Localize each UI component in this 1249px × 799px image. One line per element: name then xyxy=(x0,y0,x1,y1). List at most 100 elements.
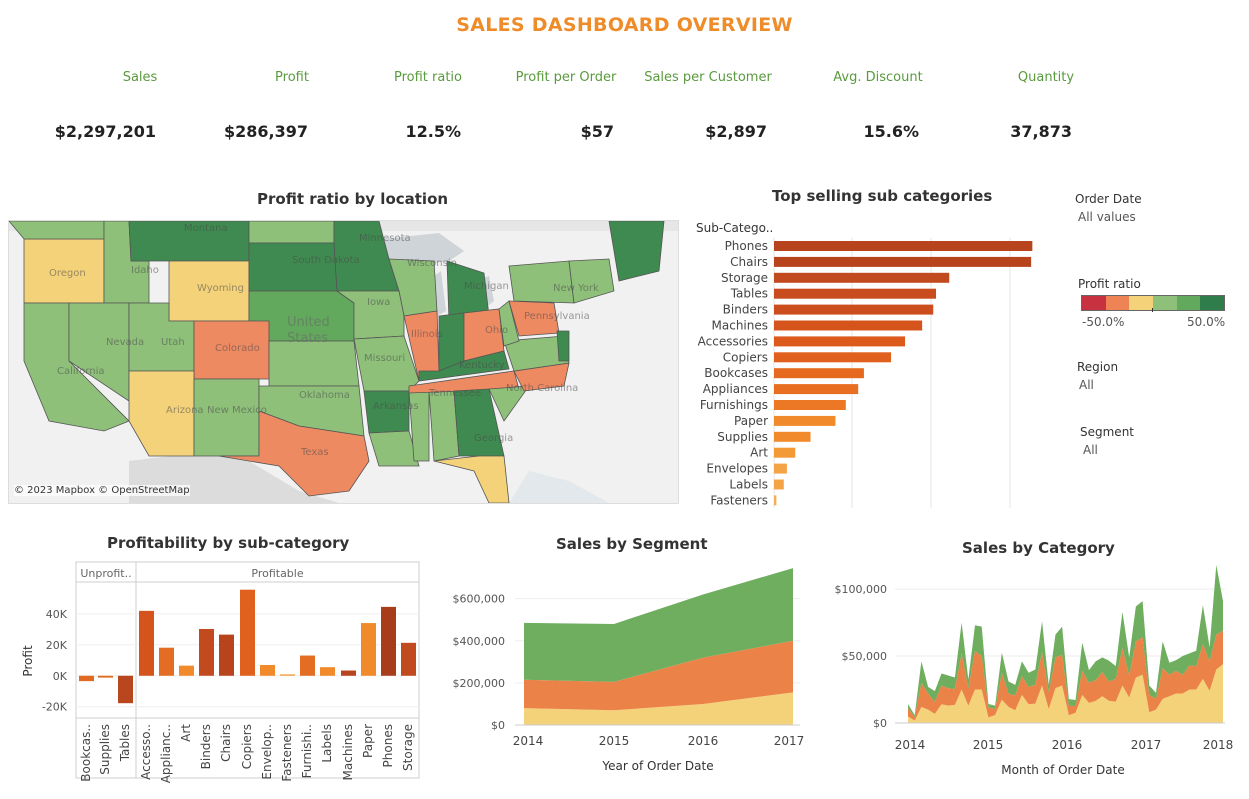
subcat-axis-label: Furnishi.. xyxy=(300,724,314,778)
profit-bar-6[interactable] xyxy=(199,628,214,676)
subcat-bar-accessories[interactable] xyxy=(774,336,906,347)
segment-area-2[interactable] xyxy=(524,568,793,682)
state-kentucky[interactable] xyxy=(418,350,510,382)
profit-bar-7[interactable] xyxy=(219,634,234,676)
segment-x-axis-title: Year of Order Date xyxy=(601,759,713,773)
kpi-value-3[interactable]: $57 xyxy=(580,122,614,141)
legend-swatch-0 xyxy=(1082,296,1106,310)
legend-swatch-2 xyxy=(1129,296,1154,310)
state-south-dakota[interactable] xyxy=(248,242,338,292)
subcat-bar-bookcases[interactable] xyxy=(774,368,864,379)
state-louisiana[interactable] xyxy=(368,430,420,467)
subcat-axis-label: Accesso.. xyxy=(139,724,153,780)
kpi-value-1[interactable]: $286,397 xyxy=(223,122,308,141)
state-virginia[interactable] xyxy=(503,335,570,372)
profit-bar-12[interactable] xyxy=(320,667,335,676)
map-attribution[interactable]: © 2023 Mapbox © OpenStreetMap xyxy=(14,485,190,496)
profit-bar-3[interactable] xyxy=(139,610,154,676)
kpi-value-2[interactable]: 12.5% xyxy=(405,122,461,141)
group-profitable-label: Profitable xyxy=(251,567,303,580)
profit-bar-2[interactable] xyxy=(118,675,133,704)
sales-by-segment-chart[interactable]: $600,000 $400,000 $200,000 $0 2014 2015 2016 20… xyxy=(430,560,820,790)
state-west-virginia[interactable] xyxy=(498,300,520,347)
category-area-0[interactable] xyxy=(908,664,1223,723)
region-filter-title: Region xyxy=(1077,360,1119,374)
order-date-filter-value[interactable]: All values xyxy=(1078,210,1136,224)
profitability-chart[interactable]: Unprofit.. Profitable 40K 20K 0K -20K Profit Bo… xyxy=(0,556,430,799)
profit-ratio-map[interactable]: Oregon Idaho Wyoming South Dakota Minnesota W… xyxy=(8,220,679,504)
subcat-axis-label: Supplies xyxy=(98,724,112,775)
profit-bar-1[interactable] xyxy=(98,675,113,678)
state-arkansas[interactable] xyxy=(363,390,410,434)
state-maine[interactable] xyxy=(608,221,665,282)
state-new-york[interactable] xyxy=(508,260,575,304)
subcat-label-envelopes: Envelopes xyxy=(706,462,768,476)
subcat-axis-label: Envelop.. xyxy=(260,724,274,780)
profit-bar-15[interactable] xyxy=(381,606,396,676)
profit-bar-8[interactable] xyxy=(240,589,255,676)
kpi-value-5[interactable]: 15.6% xyxy=(863,122,919,141)
state-washington[interactable] xyxy=(9,221,105,240)
map-state-label: California xyxy=(57,366,105,377)
top-subcats-chart[interactable]: Sub-Catego.. Phones Chairs Storage Tables Bin… xyxy=(690,216,1060,510)
subcat-label-machines: Machines xyxy=(712,319,768,333)
profit-bar-0[interactable] xyxy=(79,675,94,682)
subcat-bar-binders[interactable] xyxy=(774,304,934,315)
subcat-bar-envelopes[interactable] xyxy=(774,463,787,474)
profit-axis-title: Profit xyxy=(21,645,35,677)
x-tick-label: 2014 xyxy=(895,738,926,752)
subcat-bar-fasteners[interactable] xyxy=(774,495,777,506)
map-country-label: United xyxy=(287,315,330,330)
map-country-label: States xyxy=(287,331,328,346)
subcat-bar-copiers[interactable] xyxy=(774,352,892,363)
subcat-axis-label: Art xyxy=(179,724,193,742)
category-area-1[interactable] xyxy=(908,630,1223,721)
subcat-bar-phones[interactable] xyxy=(774,241,1033,251)
state-texas[interactable] xyxy=(218,410,370,497)
region-filter-value[interactable]: All xyxy=(1079,378,1094,392)
state-new-england[interactable] xyxy=(568,258,615,304)
subcat-bar-furnishings[interactable] xyxy=(774,400,846,410)
state-delaware[interactable] xyxy=(556,330,570,362)
subcat-bar-machines[interactable] xyxy=(774,320,923,331)
kpi-value-4[interactable]: $2,897 xyxy=(705,122,767,141)
sales-by-category-chart[interactable]: $100,000 $50,000 $0 2014 2015 2016 2017 2018 Mon… xyxy=(820,560,1249,795)
state-arizona[interactable] xyxy=(128,370,195,457)
profit-bar-9[interactable] xyxy=(260,664,275,676)
profit-bar-16[interactable] xyxy=(401,642,416,676)
subcat-axis-label: Labels xyxy=(320,724,334,763)
segment-area-0[interactable] xyxy=(524,692,793,725)
subcat-bar-labels[interactable] xyxy=(774,479,784,490)
subcat-bar-paper[interactable] xyxy=(774,415,836,426)
state-new-mexico[interactable] xyxy=(193,378,260,457)
profit-bar-13[interactable] xyxy=(341,670,356,676)
profit-bar-5[interactable] xyxy=(179,665,194,676)
state-south-carolina[interactable] xyxy=(488,385,530,422)
kpi-value-6[interactable]: 37,873 xyxy=(1010,122,1072,141)
map-canvas[interactable]: Oregon Idaho Wyoming South Dakota Minnesota W… xyxy=(9,221,678,503)
segment-area-1[interactable] xyxy=(524,640,793,711)
state-kansas[interactable] xyxy=(268,340,360,387)
map-state-label: New Mexico xyxy=(207,405,267,416)
profit-bar-10[interactable] xyxy=(280,674,295,676)
subcat-bar-tables[interactable] xyxy=(774,288,937,299)
group-unprofitable-label: Unprofit.. xyxy=(80,567,131,580)
segment-filter-value[interactable]: All xyxy=(1083,443,1098,457)
subcat-bar-chairs[interactable] xyxy=(774,256,1032,267)
subcat-label-binders: Binders xyxy=(723,303,768,317)
subcat-axis-label: Applianc.. xyxy=(159,724,173,783)
profit-bar-4[interactable] xyxy=(159,647,174,676)
profit-bar-11[interactable] xyxy=(300,655,315,676)
subcat-bar-appliances[interactable] xyxy=(774,384,859,395)
x-tick-label: 2018 xyxy=(1203,738,1234,752)
subcat-bar-supplies[interactable] xyxy=(774,431,811,442)
profit-bar-14[interactable] xyxy=(361,623,376,676)
state-florida[interactable] xyxy=(433,455,510,503)
kpi-value-0[interactable]: $2,297,201 xyxy=(54,122,156,141)
subcat-bar-art[interactable] xyxy=(774,447,796,458)
profit-ratio-color-legend[interactable] xyxy=(1081,295,1225,311)
kpi-label-5: Avg. Discount xyxy=(833,70,923,85)
subcat-bar-storage[interactable] xyxy=(774,272,950,283)
kpi-label-0: Sales xyxy=(122,70,158,85)
state-north-dakota[interactable] xyxy=(248,221,335,244)
